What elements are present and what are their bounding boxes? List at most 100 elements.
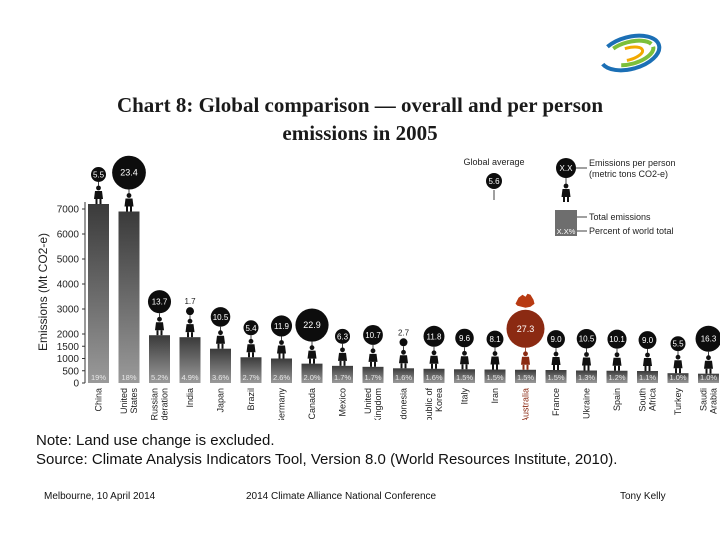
category-label-line: Republic of <box>424 388 434 420</box>
person-leg <box>461 364 464 370</box>
balloon-value: 2.7 <box>398 328 410 337</box>
person-leg <box>648 365 651 371</box>
person-leg <box>370 361 372 367</box>
category-label-line: France <box>551 388 561 416</box>
person-head <box>462 350 467 356</box>
person-leg <box>614 365 616 371</box>
person-body <box>307 350 317 359</box>
person-body <box>246 344 256 353</box>
category-label-line: Arabia <box>709 388 719 414</box>
person-head <box>492 351 498 356</box>
balloon-canada <box>295 308 329 342</box>
person-leg <box>282 353 285 359</box>
y-tick-label: 2000 <box>57 330 80 341</box>
person-leg <box>400 363 403 369</box>
bar-russian-federation <box>149 335 170 383</box>
person-icon <box>155 316 164 336</box>
person-leg <box>187 332 189 338</box>
person-leg <box>496 364 498 370</box>
balloon-value: 6.3 <box>337 332 349 341</box>
balloon-value: 10.5 <box>213 313 229 322</box>
person-head <box>645 352 650 358</box>
category-label-line: Mexico <box>338 388 348 417</box>
category-label-line: Australia <box>521 388 531 420</box>
category-label: France <box>551 388 561 416</box>
category-label: Canada <box>307 388 317 420</box>
bar-saudi-arabia <box>698 373 719 383</box>
legend-bar-placeholder: X.X% <box>557 227 576 236</box>
person-leg <box>156 330 159 336</box>
bar-australia <box>515 369 536 383</box>
person-leg <box>160 330 163 336</box>
bar-germany <box>271 358 292 383</box>
person-leg <box>644 365 647 371</box>
person-body <box>521 356 530 365</box>
category-label: Iran <box>490 388 500 404</box>
person-head <box>553 351 559 357</box>
person-icon <box>521 351 530 370</box>
bar-italy <box>454 369 475 383</box>
bar-share-label: 4.9% <box>181 373 198 382</box>
person-body <box>460 356 469 365</box>
person-icon <box>368 348 378 367</box>
balloon-brazil <box>243 320 259 336</box>
chart-title-line-2: emissions in 2005 <box>282 121 438 145</box>
category-label: Ukraine <box>582 388 592 419</box>
legend-per-person-unit: (metric tons CO2-e) <box>589 169 668 179</box>
category-label-line: Spain <box>612 388 622 411</box>
person-body <box>124 198 134 207</box>
legend-global-average-balloon <box>486 173 502 189</box>
balloon-value: 10.1 <box>609 335 625 344</box>
balloon-value: 22.9 <box>303 320 321 330</box>
person-head <box>248 338 254 344</box>
category-label: China <box>94 388 104 412</box>
person-leg <box>130 206 132 212</box>
y-tick-label: 5000 <box>57 255 80 266</box>
person-icon <box>307 345 317 364</box>
balloon-indonesia <box>399 338 408 347</box>
person-head <box>584 352 589 357</box>
person-head <box>340 347 345 353</box>
person-icon <box>246 338 256 358</box>
bar-share-label: 2.0% <box>303 373 320 382</box>
category-label-line: Federation <box>160 388 170 420</box>
person-icon <box>551 351 561 371</box>
person-icon <box>124 193 134 212</box>
category-label: SouthAfrica <box>638 388 658 412</box>
balloon-japan <box>210 307 231 327</box>
category-label: Italy <box>460 388 470 405</box>
balloon-france <box>547 330 565 349</box>
chart-note: Note: Land use change is excluded. <box>36 432 275 449</box>
category-label-line: Russian <box>150 388 160 420</box>
y-tick-label: 0 <box>73 379 79 390</box>
y-tick-label: 6000 <box>57 230 80 241</box>
balloon-value: 11.9 <box>274 322 290 331</box>
person-icon <box>704 355 713 374</box>
person-head <box>279 340 284 345</box>
person-leg <box>679 368 681 374</box>
person-head <box>401 349 406 355</box>
balloon-united-kingdom <box>363 325 383 345</box>
person-leg <box>278 353 281 359</box>
person-leg <box>248 352 250 358</box>
balloon-china <box>91 167 106 182</box>
bar-share-label: 3.6% <box>212 373 229 382</box>
category-label: Indonesia <box>399 388 409 420</box>
bar-share-label: 1.1% <box>639 373 656 382</box>
category-label-line: India <box>185 388 195 408</box>
person-leg <box>435 363 437 369</box>
person-leg <box>587 365 590 371</box>
person-leg <box>618 365 620 371</box>
person-body <box>155 322 164 331</box>
conference-logo-icon <box>598 33 662 73</box>
bar-share-label: 2.7% <box>242 373 259 382</box>
person-leg <box>95 199 98 204</box>
balloon-united-states <box>112 155 146 190</box>
y-tick-label: 1500 <box>57 342 80 353</box>
balloon-value: 1.7 <box>184 297 196 306</box>
person-icon <box>399 349 408 369</box>
legend-sample-bar <box>555 210 577 236</box>
bar-share-label: 1.5% <box>456 373 473 382</box>
balloon-russian-federation <box>147 290 172 314</box>
person-icon <box>582 352 591 371</box>
